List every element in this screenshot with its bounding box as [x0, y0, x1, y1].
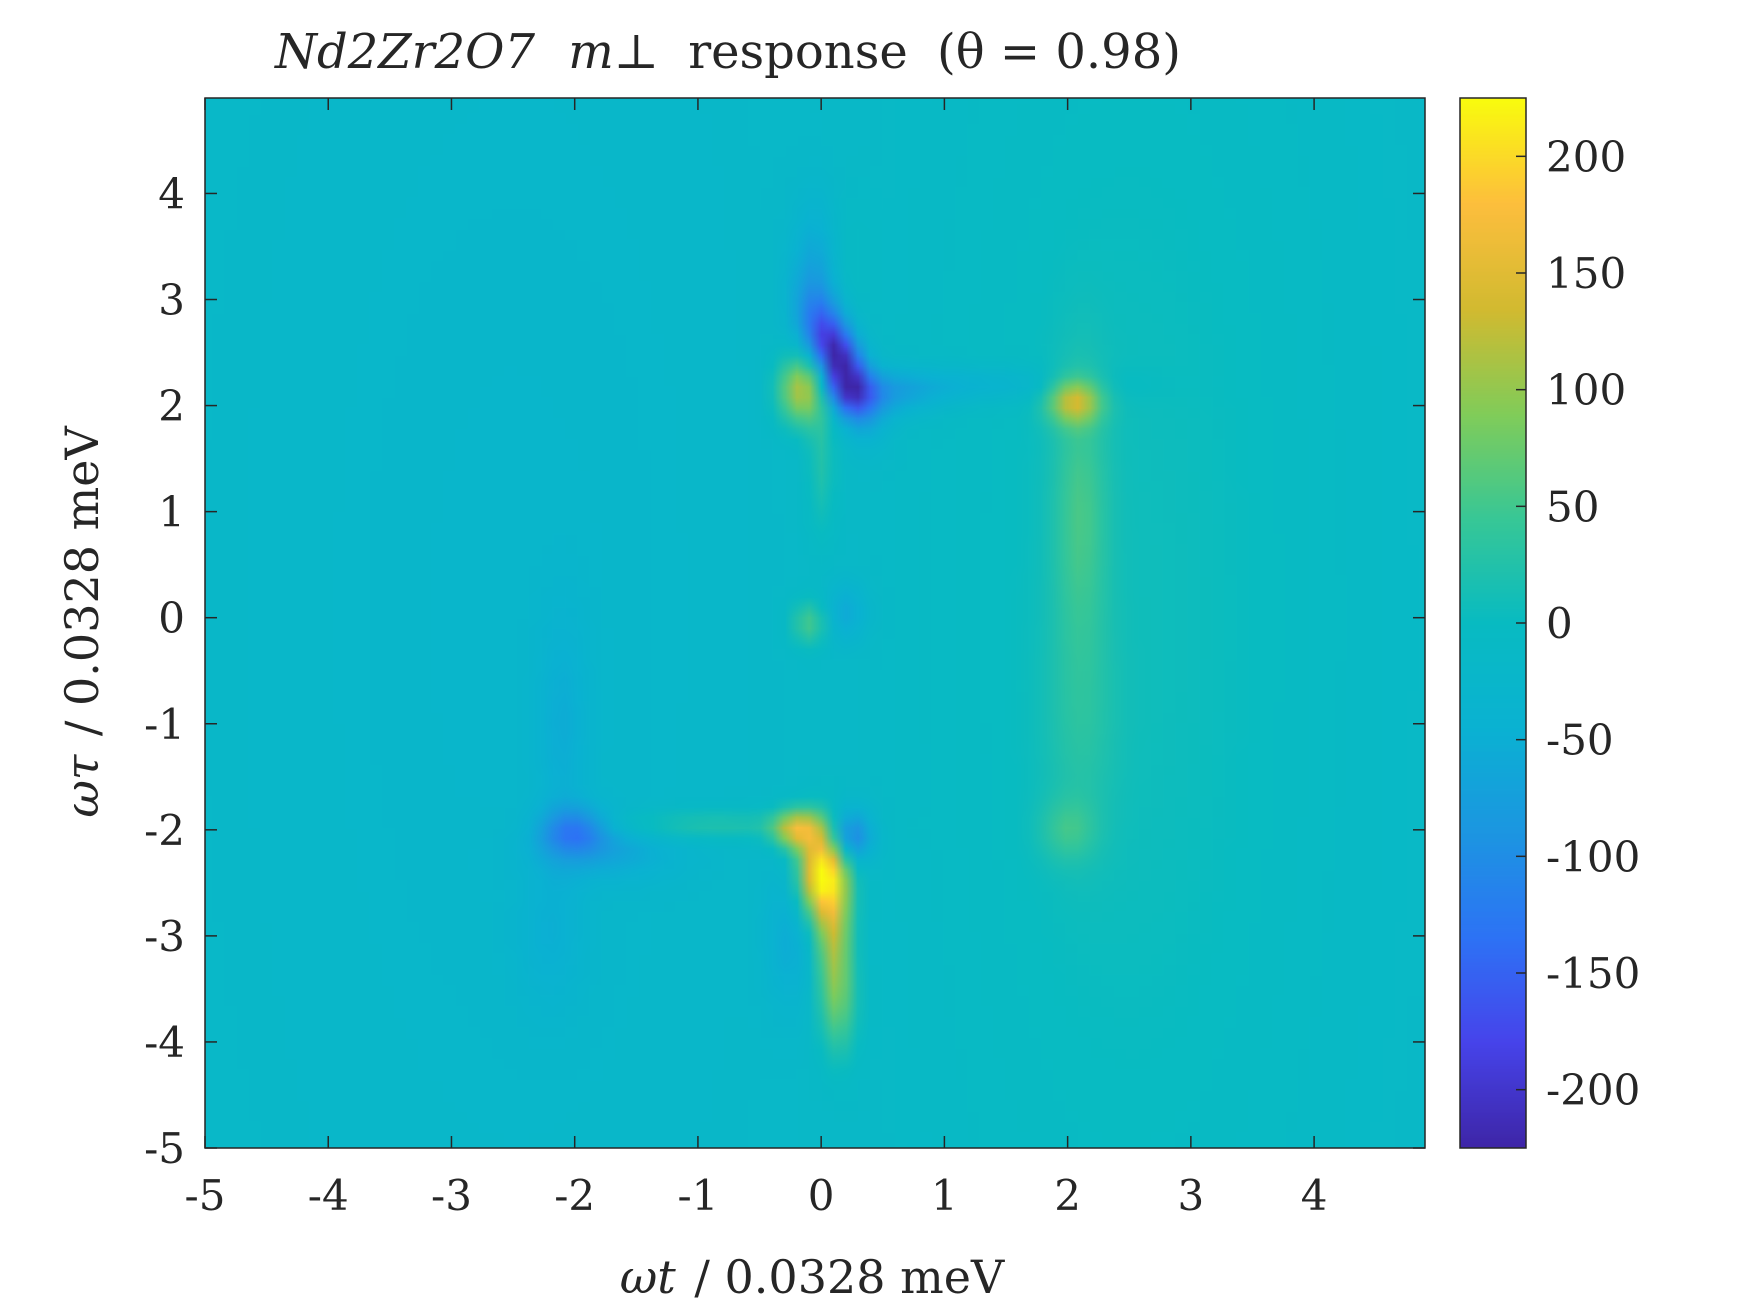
- y-tick-label: 3: [158, 276, 185, 325]
- colorbar: -200 -150 -100 -50 0 50 100 150 200: [1459, 97, 1640, 1149]
- y-axis-label: ωτ / 0.0328 meV: [55, 426, 109, 818]
- colorbar-tick-label: 50: [1546, 482, 1599, 531]
- title-text: response: [688, 24, 908, 80]
- x-tick-label: 2: [1054, 1171, 1081, 1220]
- y-tick-label: 2: [158, 382, 185, 431]
- colorbar-tick-label: -100: [1546, 832, 1640, 881]
- x-axis-label: ωt / 0.0328 meV: [620, 1250, 1005, 1304]
- colorbar-tick-label: 100: [1546, 366, 1626, 415]
- y-tick-label: 4: [158, 169, 185, 218]
- colorbar-tick-label: 200: [1546, 132, 1626, 181]
- x-axis-symbol: ωt: [620, 1250, 677, 1304]
- x-tick-label: 4: [1301, 1171, 1328, 1220]
- plot-area: [204, 97, 1426, 1149]
- title-parameter: (θ = 0.98): [937, 24, 1181, 80]
- y-tick-label: -2: [144, 806, 185, 855]
- y-tick-label: -5: [144, 1124, 185, 1173]
- colorbar-tick-label: -150: [1546, 949, 1640, 998]
- heatmap-image: [205, 98, 1425, 1148]
- x-tick-label: 0: [808, 1171, 835, 1220]
- y-axis-symbol: ωτ: [55, 753, 109, 818]
- plot-frame: [204, 97, 1426, 1149]
- x-tick-label: -4: [308, 1171, 349, 1220]
- y-tick-label: 0: [158, 594, 185, 643]
- x-ticks: -5 -4 -3 -2 -1 0 1 2 3 4: [185, 98, 1328, 1220]
- chart-title: Nd2Zr2O7 m⊥ response (θ = 0.98): [274, 24, 1181, 80]
- y-axis-text: / 0.0328 meV: [55, 426, 109, 737]
- x-axis-text: / 0.0328 meV: [694, 1250, 1005, 1304]
- x-tick-label: -2: [554, 1171, 595, 1220]
- colorbar-tick-label: 150: [1546, 249, 1626, 298]
- colorbar-gradient: [1460, 98, 1526, 1148]
- y-tick-label: 1: [158, 488, 185, 537]
- x-tick-label: -5: [185, 1171, 226, 1220]
- colorbar-ticks: -200 -150 -100 -50 0 50 100 150 200: [1516, 132, 1640, 1115]
- y-tick-label: -3: [144, 912, 185, 961]
- x-tick-label: 3: [1177, 1171, 1204, 1220]
- colorbar-tick-label: -200: [1546, 1066, 1640, 1115]
- x-tick-label: -3: [431, 1171, 472, 1220]
- x-tick-label: 1: [931, 1171, 958, 1220]
- x-tick-label: -1: [677, 1171, 718, 1220]
- y-ticks: -5 -4 -3 -2 -1 0 1 2 3 4: [144, 169, 1425, 1173]
- title-symbol: m⊥: [568, 24, 659, 80]
- y-tick-label: -4: [144, 1018, 185, 1067]
- title-formula: Nd2Zr2O7: [274, 24, 535, 80]
- y-tick-label: -1: [144, 700, 185, 749]
- colorbar-tick-label: -50: [1546, 716, 1614, 765]
- colorbar-tick-label: 0: [1546, 599, 1573, 648]
